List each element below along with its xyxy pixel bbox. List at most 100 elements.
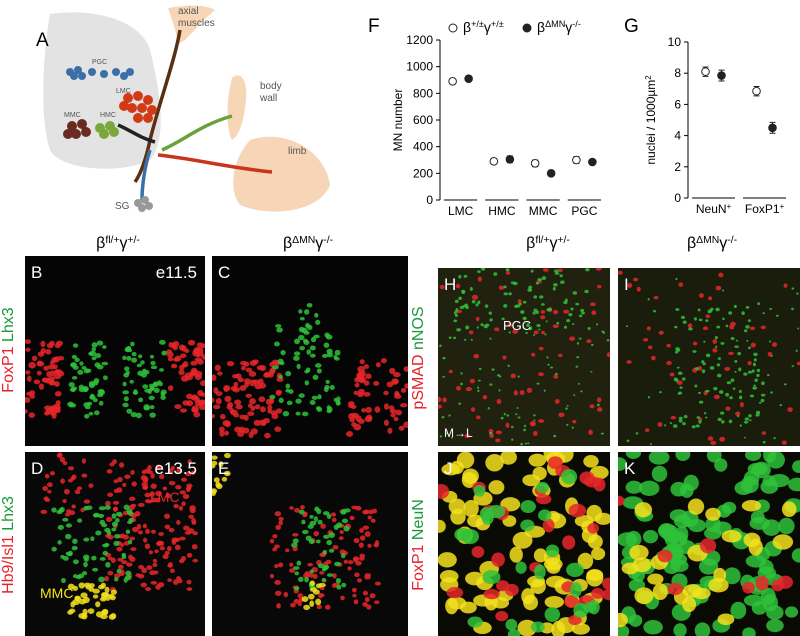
cell (130, 547, 137, 552)
cell (345, 430, 354, 437)
cell (717, 613, 735, 626)
cell (373, 380, 380, 386)
cell (101, 361, 109, 366)
cell (747, 360, 752, 366)
micrograph (25, 256, 205, 446)
cell (673, 623, 687, 636)
cell (137, 370, 144, 376)
cell (454, 313, 459, 317)
genotype-header: βfl/+γ+/- (96, 235, 140, 253)
cell (285, 388, 291, 393)
cell (168, 480, 176, 486)
cell (193, 411, 201, 418)
cell (276, 327, 283, 333)
label: PGC (92, 59, 107, 66)
cell (54, 381, 60, 387)
cell (679, 386, 683, 389)
cell (158, 368, 165, 372)
cell (643, 620, 663, 635)
cell (331, 517, 337, 523)
micrograph (25, 452, 205, 636)
cell (364, 596, 370, 603)
cell (678, 419, 683, 423)
cell (323, 342, 330, 348)
cell (147, 470, 153, 475)
cell (338, 536, 344, 541)
cell (219, 413, 226, 420)
cell (89, 350, 97, 357)
cell (563, 325, 568, 329)
row-label: FoxP1 Lhx3 (0, 307, 17, 392)
cell (110, 557, 116, 564)
label: wall (259, 93, 277, 104)
cell (363, 391, 371, 397)
cell (395, 409, 403, 416)
y-tick-label: 2 (674, 160, 681, 174)
cell (383, 419, 389, 426)
cell (526, 323, 530, 328)
cell (144, 492, 151, 498)
cell (303, 604, 311, 611)
lmc-cluster (119, 91, 157, 123)
cell (533, 430, 538, 437)
cell (697, 308, 701, 312)
cell (309, 580, 315, 586)
cell (743, 372, 748, 376)
cell (42, 485, 49, 491)
cell (439, 435, 443, 438)
cell (173, 503, 179, 509)
body-wall-nerve (161, 114, 233, 152)
cell (762, 441, 766, 444)
cell (26, 375, 32, 382)
region-label: M→L (444, 426, 473, 440)
cell (489, 337, 492, 340)
cell (735, 339, 739, 342)
cell (162, 554, 169, 560)
cell (218, 426, 225, 433)
cell (725, 324, 729, 328)
cell (194, 400, 203, 407)
cell (315, 319, 321, 325)
cell (364, 575, 371, 580)
cell (477, 389, 480, 393)
text-part: β (96, 235, 105, 252)
cell (766, 619, 784, 633)
cell (477, 300, 481, 305)
cell (736, 415, 740, 418)
cell (544, 606, 561, 622)
cell (309, 569, 314, 574)
cell (716, 363, 721, 367)
cell (169, 568, 175, 573)
cell (274, 426, 282, 432)
cell (85, 505, 93, 510)
x-tick-label: LMC (448, 204, 474, 218)
cell (317, 519, 323, 525)
cell (568, 615, 582, 626)
cell (552, 324, 559, 329)
cell (495, 430, 502, 435)
cell (362, 525, 370, 530)
cell (234, 399, 242, 405)
cell (178, 369, 185, 376)
cell (299, 316, 305, 321)
cell (505, 268, 510, 272)
cell (44, 498, 51, 502)
cell (86, 401, 93, 406)
cell (293, 599, 300, 604)
cell (787, 407, 793, 412)
cell (692, 350, 697, 353)
spinal-cord-outline (43, 12, 161, 169)
cell (772, 534, 794, 550)
cell (186, 579, 192, 585)
cell (274, 580, 281, 585)
genotype-header: βΔMNγ-/- (687, 235, 737, 253)
cell (670, 415, 677, 420)
data-point (752, 86, 761, 96)
cell (134, 511, 141, 517)
cell (523, 424, 527, 428)
cell (149, 412, 156, 418)
cell (219, 430, 225, 437)
cell (375, 362, 381, 368)
cell (439, 284, 445, 290)
